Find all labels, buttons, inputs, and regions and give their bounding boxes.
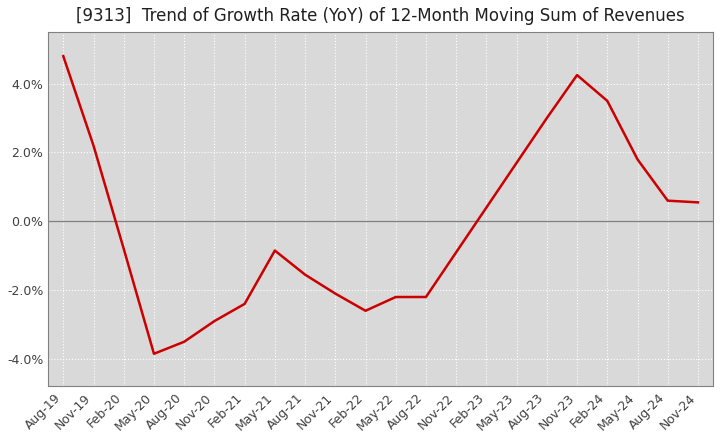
Title: [9313]  Trend of Growth Rate (YoY) of 12-Month Moving Sum of Revenues: [9313] Trend of Growth Rate (YoY) of 12-… [76, 7, 685, 25]
